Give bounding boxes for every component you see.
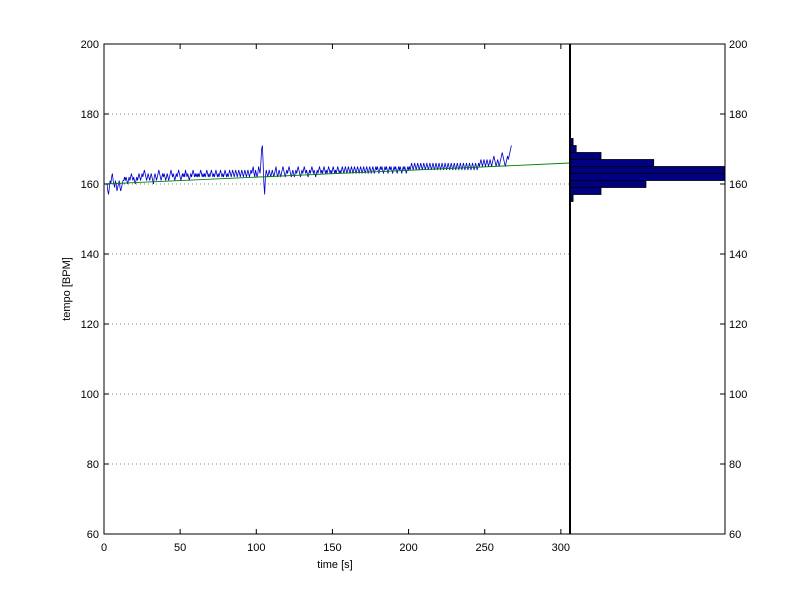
right-tick-label: 140 <box>729 249 747 261</box>
histogram-panel <box>570 44 725 534</box>
right-tick-label: 200 <box>729 39 747 51</box>
series-layer <box>103 145 571 195</box>
x-tick-label: 200 <box>399 542 417 554</box>
y-tick-label: 160 <box>81 179 99 191</box>
x-tick-label: 100 <box>247 542 265 554</box>
y-tick-label: 200 <box>81 39 99 51</box>
plot-area <box>104 44 570 534</box>
right-tick-label: 100 <box>729 389 747 401</box>
histogram-bar <box>569 180 647 188</box>
y-tick-label: 120 <box>81 319 99 331</box>
histogram-bar <box>569 166 726 174</box>
histogram-bar <box>569 152 602 160</box>
right-tick-label: 120 <box>729 319 747 331</box>
right-tick-label: 180 <box>729 109 747 121</box>
histogram-bar <box>569 159 655 167</box>
y-tick-label: 140 <box>81 249 99 261</box>
y-axis-label: tempo [BPM] <box>61 257 73 321</box>
y-tick-label: 180 <box>81 109 99 121</box>
histogram-bar <box>569 173 726 181</box>
right-tick-label: 160 <box>729 179 747 191</box>
y-tick-label: 100 <box>81 389 99 401</box>
main-axes: 0 50 100 150 200 250 300 60 80 100 120 140 160 180 20… <box>81 39 570 554</box>
y-tick-label: 80 <box>87 459 99 471</box>
x-tick-label: 250 <box>476 542 494 554</box>
y-tick-label: 60 <box>87 529 99 541</box>
histogram-bar <box>569 187 602 195</box>
right-axis-ticks: 60 80 100 120 140 160 180 200 <box>720 39 747 541</box>
x-axis-ticks: 0 50 100 150 200 250 300 <box>101 44 570 554</box>
grid-lines <box>104 113 570 465</box>
x-tick-label: 0 <box>101 542 107 554</box>
right-tick-label: 60 <box>729 529 741 541</box>
trend-line <box>103 162 571 185</box>
x-tick-label: 50 <box>174 542 186 554</box>
x-tick-label: 300 <box>552 542 570 554</box>
x-tick-label: 150 <box>323 542 341 554</box>
y-axis-ticks: 60 80 100 120 140 160 180 200 <box>81 39 109 541</box>
right-tick-label: 80 <box>729 459 741 471</box>
histogram-axes: 60 80 100 120 140 160 180 200 <box>569 39 747 541</box>
x-axis-label: time [s] <box>317 559 352 571</box>
